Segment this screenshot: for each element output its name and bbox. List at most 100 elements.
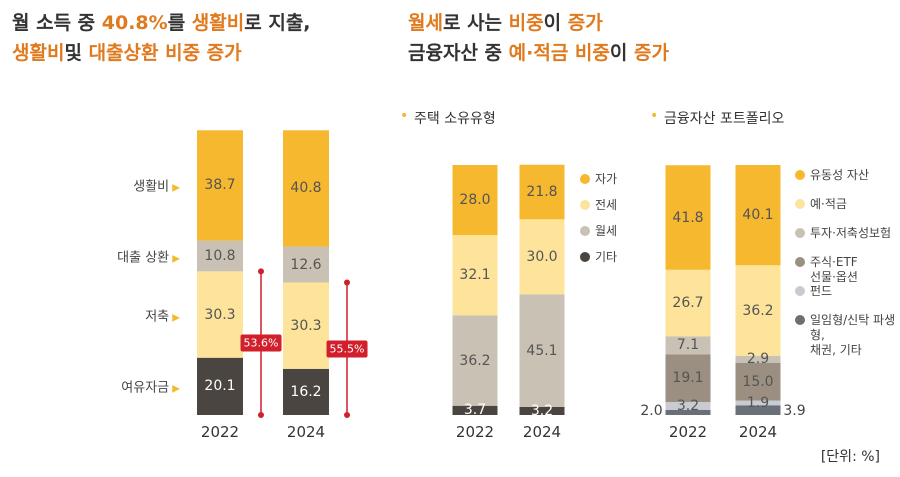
bar-segment [665, 165, 711, 270]
legend-label: 여유자금 [70, 377, 180, 396]
legend-label: 생활비 [70, 176, 180, 195]
value-label: 7.1 [676, 337, 700, 354]
value-label: 10.8 [204, 247, 236, 264]
chart-subtitle: 금융자산 포트폴리오 [664, 111, 785, 127]
legend-label: 일임형/신탁 파생형, 채권, 기타 [810, 313, 896, 357]
bar-segment [452, 405, 498, 415]
headline-line: 생활비및 대출상환 비중 증가 [12, 38, 311, 68]
bar-segment [665, 336, 711, 355]
bar-segment [197, 240, 243, 272]
value-label: 32.1 [459, 267, 491, 284]
legend-label: 대출 상환 [70, 246, 180, 265]
bar-segment [283, 246, 329, 283]
value-label: 36.2 [742, 302, 774, 319]
value-label: 3.2 [530, 403, 554, 419]
value-label: 41.8 [672, 209, 704, 226]
headline-segment: 월세 [408, 12, 443, 34]
value-label: 38.7 [204, 177, 236, 194]
value-label: 40.8 [290, 180, 322, 197]
legend-label: 저축 [70, 305, 180, 324]
chart-subtitle: 주택 소유유형 [414, 111, 496, 127]
legend-label: 자가 [595, 172, 618, 186]
headline-line: 월 소득 중 40.8%를 생활비로 지출, [12, 8, 311, 38]
bar-segment [452, 235, 498, 316]
headline-segment: 월 소득 중 [12, 12, 102, 34]
bar-segment [519, 164, 565, 220]
headline-segment: 및 [64, 42, 89, 64]
value-label: 2.9 [746, 351, 770, 368]
headline-segment: 증가 [633, 42, 669, 64]
subtitle-bullet: • [650, 108, 659, 124]
value-label: 28.0 [459, 192, 491, 208]
value-label: 3.2 [676, 398, 700, 414]
legend-label: 전세 [595, 198, 618, 212]
bar-segment [665, 354, 711, 402]
bar-segment [519, 294, 565, 407]
headline-segment: 생활비 [191, 12, 245, 34]
headline-segment: 비중 [508, 12, 544, 34]
bar-segment [735, 165, 781, 266]
bar-segment [283, 282, 329, 369]
bar-segment [735, 265, 781, 356]
legend-label: 펀드 [810, 284, 833, 298]
bar-segment [452, 165, 498, 235]
headline-segment: 40.8% [101, 12, 168, 34]
bar-segment [197, 357, 243, 415]
bar-segment [665, 269, 711, 337]
bar-segment [519, 407, 565, 415]
bar-segment [735, 355, 781, 363]
bar-segment [735, 405, 781, 415]
headline-segment: 를 [167, 12, 192, 34]
bar-segment [197, 271, 243, 358]
legend-dot [580, 226, 590, 236]
bar-segment [283, 368, 329, 415]
value-label: 1.9 [746, 394, 770, 411]
value-label: 12.6 [290, 256, 322, 273]
legend-dot [795, 228, 805, 238]
bar-segment [452, 315, 498, 406]
legend-dot [580, 252, 590, 262]
bar-segment [665, 402, 711, 410]
x-tick-label: 2022 [668, 423, 708, 441]
legend-label: 주식·ETF 선물·옵션 [810, 255, 858, 284]
headline-segment: 증가 [567, 12, 603, 34]
bar-segment [735, 400, 781, 406]
bracket-end [344, 412, 350, 418]
headline-right: 월세로 사는 비중이 증가 금융자산 중 예·적금 비중이 증가 [408, 8, 669, 68]
headline-segment: 생활비 [12, 42, 65, 64]
headline-left: 월 소득 중 40.8%를 생활비로 지출, 생활비및 대출상환 비중 증가 [12, 8, 311, 68]
bar-segment [665, 410, 711, 415]
x-tick-label: 2024 [286, 423, 326, 441]
bar-segment [519, 219, 565, 295]
headline-segment: 대출상환 비중 증가 [88, 42, 242, 64]
value-label: 26.7 [672, 295, 704, 312]
headline-line: 월세로 사는 비중이 증가 [408, 8, 669, 38]
bar-segment [735, 363, 781, 401]
legend-label: 예·적금 [810, 197, 847, 211]
headline-line: 금융자산 중 예·적금 비중이 증가 [408, 38, 669, 68]
value-label: 30.0 [526, 248, 558, 265]
legend-dot [795, 286, 805, 296]
x-tick-label: 2024 [738, 423, 778, 441]
legend-dot [795, 199, 805, 209]
unit-note: [단위: %] [820, 449, 880, 465]
legend-dot [795, 315, 805, 325]
value-label: 2.0 [640, 403, 663, 419]
value-label: 30.3 [290, 317, 322, 334]
bracket-end [258, 268, 264, 275]
legend-label: 유동성 자산 [810, 168, 870, 182]
value-label: 16.2 [290, 383, 322, 400]
value-label: 30.3 [204, 306, 236, 323]
legend-dot [795, 170, 805, 180]
annotation: 55.5% [326, 340, 368, 358]
value-label: 36.2 [459, 352, 491, 369]
bracket-end [344, 279, 350, 286]
bar-segment [283, 130, 329, 247]
legend-dot [795, 257, 805, 267]
value-label: 45.1 [526, 342, 558, 359]
value-label: 21.8 [526, 184, 558, 200]
x-tick-label: 2022 [455, 423, 495, 441]
legend-label: 투자·저축성보험 [810, 226, 892, 240]
headline-segment: 이 [609, 42, 634, 64]
annotation: 53.6% [240, 334, 282, 352]
